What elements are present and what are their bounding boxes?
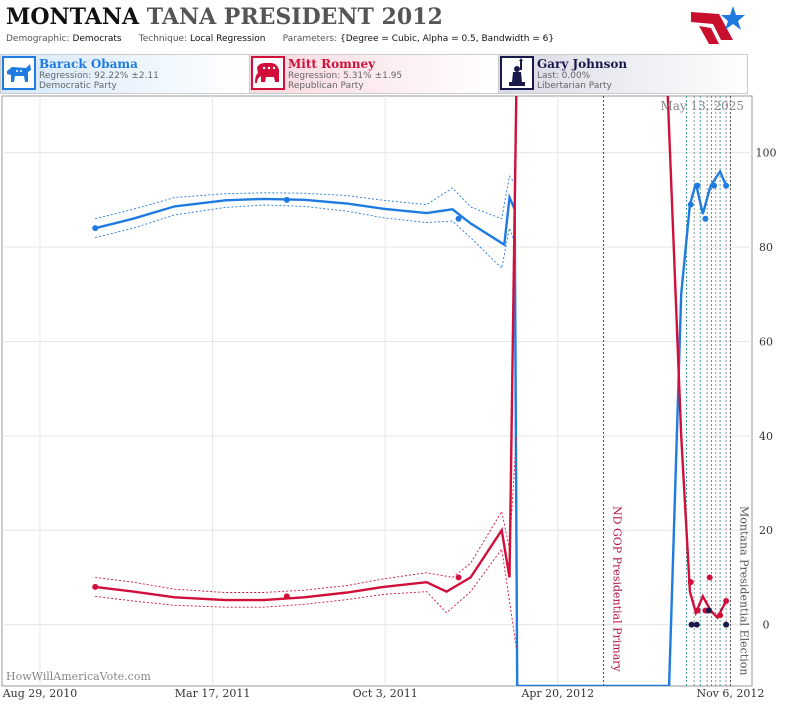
poll-point: [694, 182, 701, 189]
x-tick-label: Aug 29, 2010: [2, 687, 78, 700]
poll-trend-chart: Aug 29, 2010 Mar 17, 2011 Oct 3, 2011 Apr 2…: [1, 95, 777, 700]
candidate-regression: Regression: 5.31% ±1.95: [288, 71, 403, 81]
state-title: MONTANA: [6, 4, 140, 30]
donkey-icon: [2, 56, 36, 90]
y-tick-label: 40: [759, 430, 773, 443]
candidate-card-romney[interactable]: Mitt Romney Regression: 5.31% ±1.95 Repu…: [249, 54, 499, 94]
poll-point: [706, 574, 713, 581]
candidate-card-johnson[interactable]: Gary Johnson Last: 0.00% Libertarian Par…: [498, 54, 748, 94]
confidence-upper: [95, 175, 517, 220]
page-title: MONTANA TANA PRESIDENT 2012: [6, 4, 443, 30]
technique-value: Local Regression: [189, 34, 266, 44]
x-tick-label: Apr 20, 2012: [520, 687, 594, 700]
y-tick-label: 80: [759, 241, 773, 254]
series-group: [688, 607, 730, 628]
confidence-upper: [95, 435, 517, 593]
demographic-label: Demographic:: [6, 34, 70, 44]
poll-point: [723, 182, 730, 189]
series-group: [92, 168, 730, 686]
x-tick-label: Nov 6, 2012: [696, 687, 764, 700]
y-tick-label: 60: [759, 335, 773, 348]
poll-point: [283, 593, 290, 600]
race-title: TANA PRESIDENT 2012: [146, 4, 443, 30]
poll-point: [687, 579, 694, 586]
trend-line: [94, 168, 728, 686]
confidence-lower: [95, 547, 517, 649]
poll-point: [455, 215, 462, 222]
watermark: HowWillAmericaVote.com: [6, 670, 151, 683]
poll-point: [693, 621, 700, 628]
demographic-value: Democrats: [72, 34, 122, 44]
y-tick-label: 20: [759, 524, 773, 537]
statue-of-liberty-icon: [500, 56, 534, 90]
event-label: Montana Presidential Election: [737, 506, 750, 675]
poll-point: [283, 196, 290, 203]
x-tick-label: Mar 17, 2011: [175, 687, 251, 700]
candidate-party: Libertarian Party: [537, 81, 612, 91]
trend-line: [95, 96, 728, 620]
candidate-regression: Regression: 92.22% ±2.11: [39, 71, 159, 81]
candidate-name: Mitt Romney: [288, 57, 376, 71]
parameters-line: Demographic: Democrats Technique: Local …: [6, 34, 554, 44]
date-stamp: May 13, 2025: [661, 99, 744, 113]
poll-point: [694, 607, 701, 614]
x-tick-label: Oct 3, 2011: [353, 687, 418, 700]
poll-point: [455, 574, 462, 581]
site-logo: [691, 6, 745, 44]
poll-point: [687, 201, 694, 208]
plot-frame: [1, 95, 753, 687]
poll-point: [92, 225, 99, 232]
candidate-party: Republican Party: [288, 81, 364, 91]
y-tick-label: 0: [763, 619, 770, 632]
poll-point: [92, 583, 99, 590]
poll-point: [711, 182, 718, 189]
poll-point: [717, 612, 724, 619]
poll-point: [702, 215, 709, 222]
y-tick-label: 100: [756, 147, 777, 160]
candidate-party: Democratic Party: [39, 81, 117, 91]
event-label: ND GOP Presidential Primary: [611, 506, 624, 673]
candidate-name: Gary Johnson: [537, 57, 628, 71]
technique-label: Technique:: [138, 34, 188, 44]
parameters-value: {Degree = Cubic, Alpha = 0.5, Bandwidth …: [340, 34, 555, 44]
candidate-regression: Last: 0.00%: [537, 71, 591, 81]
poll-point: [723, 598, 730, 605]
parameters-label: Parameters:: [282, 34, 338, 44]
poll-point: [723, 621, 730, 628]
candidate-card-obama[interactable]: Barack Obama Regression: 92.22% ±2.11 De…: [0, 54, 250, 94]
candidate-name: Barack Obama: [39, 57, 138, 71]
poll-point: [688, 621, 695, 628]
elephant-icon: [251, 56, 285, 90]
poll-point: [705, 607, 712, 614]
